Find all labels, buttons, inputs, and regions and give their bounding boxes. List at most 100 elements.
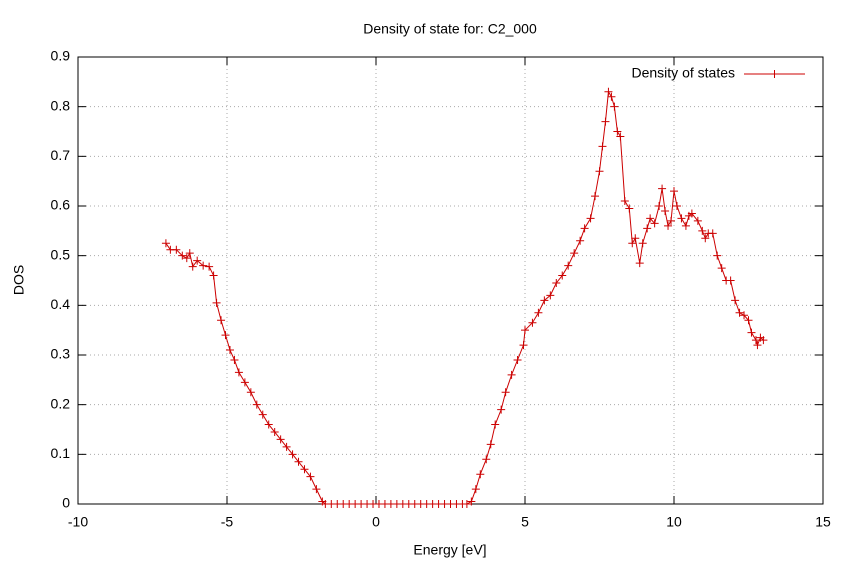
legend-label: Density of states bbox=[632, 65, 736, 81]
data-point bbox=[681, 221, 690, 230]
data-point bbox=[497, 405, 506, 414]
x-tick-label: -5 bbox=[221, 514, 234, 530]
y-tick-label: 0.3 bbox=[51, 346, 71, 362]
data-point bbox=[687, 209, 696, 218]
data-point bbox=[735, 308, 744, 317]
data-point bbox=[638, 239, 647, 248]
data-point bbox=[620, 197, 629, 206]
data-point bbox=[486, 440, 495, 449]
data-point bbox=[564, 261, 573, 270]
data-point bbox=[731, 296, 740, 305]
data-point bbox=[476, 470, 485, 479]
data-point bbox=[270, 427, 279, 436]
data-point bbox=[717, 264, 726, 273]
data-point bbox=[643, 224, 652, 233]
data-point bbox=[205, 262, 214, 271]
data-point bbox=[540, 296, 549, 305]
data-point bbox=[521, 326, 529, 335]
data-point bbox=[552, 278, 561, 287]
data-point bbox=[240, 378, 249, 387]
data-point bbox=[225, 346, 234, 355]
data-point bbox=[580, 224, 589, 233]
data-point bbox=[713, 251, 722, 260]
data-point bbox=[534, 308, 543, 317]
data-point bbox=[591, 192, 600, 201]
data-point bbox=[246, 388, 255, 397]
data-point bbox=[646, 214, 655, 223]
data-point bbox=[212, 298, 221, 307]
data-point bbox=[519, 341, 528, 350]
data-point bbox=[462, 500, 471, 508]
plot-frame bbox=[77, 56, 824, 505]
data-point bbox=[294, 457, 303, 466]
data-point bbox=[672, 202, 681, 210]
data-point bbox=[701, 234, 710, 243]
data-point bbox=[300, 465, 309, 474]
data-point bbox=[747, 328, 756, 337]
data-point bbox=[185, 249, 194, 258]
data-point bbox=[664, 221, 673, 230]
data-point bbox=[751, 336, 760, 345]
data-point bbox=[217, 316, 226, 325]
y-axis-label: DOS bbox=[11, 265, 27, 295]
data-point bbox=[759, 336, 768, 345]
data-point bbox=[658, 184, 667, 193]
y-tick-label: 0.6 bbox=[51, 197, 71, 213]
data-point bbox=[282, 442, 291, 451]
y-tick-label: 0.4 bbox=[51, 296, 71, 312]
data-point bbox=[631, 234, 640, 243]
legend-marker bbox=[770, 70, 779, 78]
data-point bbox=[693, 216, 702, 225]
data-point bbox=[625, 204, 634, 213]
data-point bbox=[193, 256, 202, 265]
data-point bbox=[753, 341, 762, 350]
data-point bbox=[182, 254, 191, 263]
data-point bbox=[172, 245, 181, 254]
y-tick-label: 0.9 bbox=[51, 48, 71, 64]
data-point bbox=[667, 216, 676, 225]
data-point bbox=[276, 435, 285, 444]
data-point bbox=[188, 262, 197, 271]
chart-title: Density of state for: C2_000 bbox=[363, 21, 537, 37]
data-point bbox=[161, 239, 170, 248]
data-point bbox=[558, 271, 567, 280]
data-point bbox=[306, 472, 315, 481]
data-point bbox=[744, 316, 753, 325]
data-point bbox=[635, 259, 644, 268]
data-point bbox=[221, 331, 230, 340]
data-point bbox=[491, 420, 500, 429]
data-point bbox=[616, 132, 625, 141]
data-point bbox=[595, 167, 604, 176]
y-tick-label: 0.5 bbox=[51, 246, 71, 262]
x-tick-label: 5 bbox=[521, 514, 529, 530]
data-point bbox=[628, 239, 637, 248]
y-tick-label: 0.8 bbox=[51, 97, 71, 113]
data-point bbox=[209, 271, 218, 280]
data-point bbox=[708, 229, 717, 238]
data-point bbox=[482, 455, 491, 464]
y-tick-label: 0.7 bbox=[51, 147, 71, 163]
data-point bbox=[677, 214, 686, 223]
x-tick-label: 15 bbox=[815, 514, 831, 530]
data-point bbox=[740, 311, 749, 320]
data-point bbox=[546, 291, 555, 300]
data-point bbox=[698, 226, 707, 235]
series-line bbox=[165, 90, 764, 505]
data-point bbox=[598, 142, 607, 151]
y-tick-label: 0.1 bbox=[51, 445, 71, 461]
data-point bbox=[613, 127, 622, 136]
data-point bbox=[576, 236, 585, 245]
data-point bbox=[178, 251, 187, 260]
data-point bbox=[507, 370, 516, 379]
data-point bbox=[726, 276, 735, 285]
data-point bbox=[252, 400, 261, 409]
data-point bbox=[570, 249, 579, 258]
data-point bbox=[650, 219, 659, 228]
y-tick-label: 0 bbox=[62, 495, 70, 511]
data-point bbox=[258, 410, 267, 419]
data-point bbox=[199, 261, 208, 270]
y-tick-label: 0.2 bbox=[51, 395, 71, 411]
data-point bbox=[264, 420, 273, 429]
data-point bbox=[312, 485, 321, 494]
